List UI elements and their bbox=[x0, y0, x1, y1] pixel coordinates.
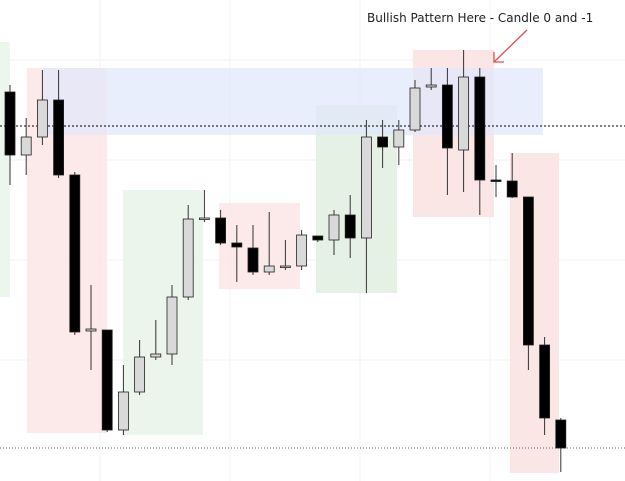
candle-body bbox=[344, 214, 356, 239]
candle-body bbox=[555, 419, 567, 449]
candle-body bbox=[20, 136, 32, 156]
candle-body bbox=[101, 329, 113, 431]
candle-body bbox=[506, 180, 518, 198]
candle-body bbox=[134, 356, 146, 393]
candle-body bbox=[523, 196, 534, 346]
candle-body bbox=[312, 235, 324, 241]
arrow bbox=[493, 29, 528, 63]
annotation: Bullish Pattern Here - Candle 0 and -1 bbox=[367, 11, 593, 25]
candle-body bbox=[263, 265, 275, 273]
candle-body bbox=[182, 218, 194, 298]
candle-body bbox=[490, 179, 502, 182]
candle-body bbox=[441, 84, 453, 149]
candle-body bbox=[231, 242, 243, 248]
candle-body bbox=[425, 84, 437, 88]
candle-body bbox=[296, 234, 308, 267]
candle-body bbox=[215, 217, 227, 244]
candle-body bbox=[166, 296, 178, 355]
candle-body bbox=[198, 217, 210, 220]
candle-body bbox=[37, 99, 48, 138]
candle-body bbox=[247, 247, 259, 273]
candle-body bbox=[393, 129, 405, 148]
candle-body bbox=[85, 328, 97, 332]
candle-body bbox=[458, 76, 470, 151]
candle-body bbox=[279, 265, 291, 268]
candle-body bbox=[53, 99, 64, 176]
candle-body bbox=[150, 353, 162, 358]
candle-body bbox=[69, 174, 81, 333]
candle-body bbox=[539, 344, 550, 419]
candle-body bbox=[360, 136, 372, 239]
candle-body bbox=[409, 87, 421, 131]
candle-body bbox=[328, 214, 340, 241]
candle-body bbox=[474, 76, 486, 181]
candle-body bbox=[118, 391, 129, 431]
candle-body bbox=[4, 91, 16, 156]
candle-body bbox=[377, 136, 389, 148]
